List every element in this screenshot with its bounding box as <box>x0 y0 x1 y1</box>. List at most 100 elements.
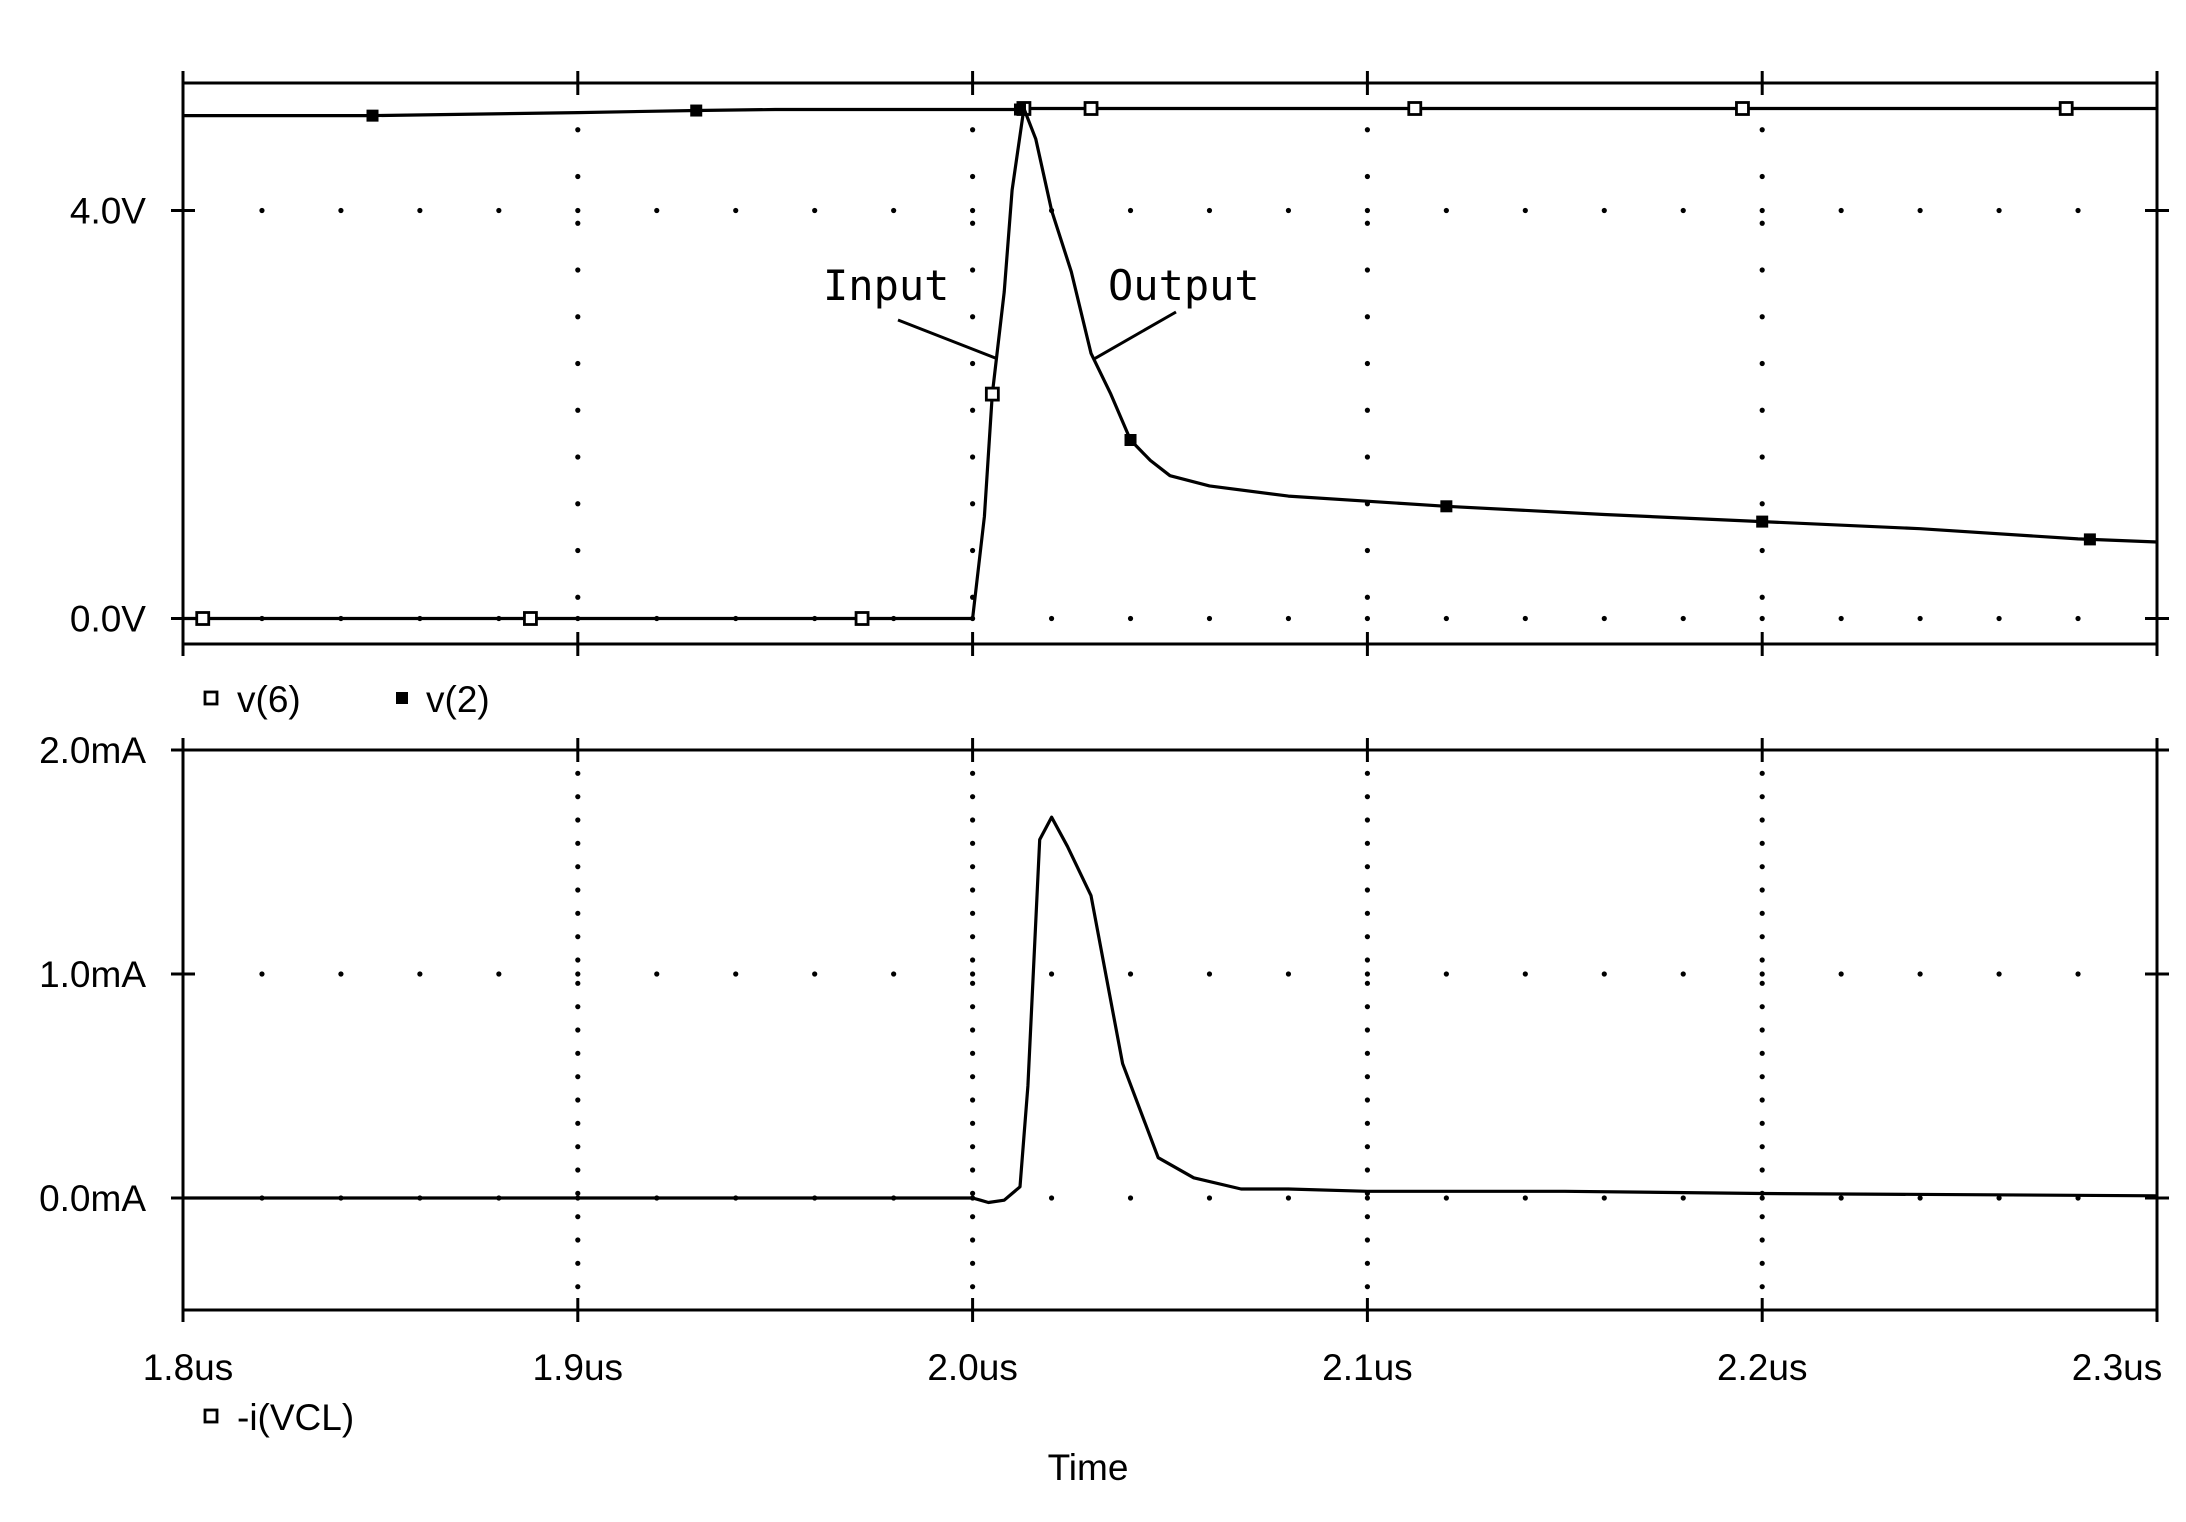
bottom-grid-dot <box>970 1190 976 1196</box>
bottom-grid-dot <box>575 794 581 800</box>
bottom-grid-dot <box>970 1004 976 1010</box>
bottom-grid-dot <box>575 1167 581 1173</box>
top-grid-dot <box>575 407 581 413</box>
top-grid-dot <box>1759 220 1765 226</box>
bottom-plot-y-tick-labels: 0.0mA 1.0mA 2.0mA <box>39 730 146 1219</box>
top-grid-dot <box>1127 207 1134 214</box>
bottom-grid-dot <box>970 971 976 977</box>
top-plot: 0.0V 4.0V Input Output <box>70 71 2169 656</box>
bottom-grid-dot <box>1285 1195 1292 1201</box>
bottom-grid-dot <box>970 1237 976 1243</box>
bottom-grid-dot <box>575 1027 581 1033</box>
bottom-grid-dot <box>970 1074 976 1080</box>
top-grid-dot <box>1285 615 1292 622</box>
bottom-grid-dot <box>1364 1074 1370 1080</box>
top-plot-series <box>183 101 2158 626</box>
top-grid-dot <box>970 454 976 460</box>
bottom-y-tick-label: 0.0mA <box>39 1178 146 1219</box>
bottom-grid-dot <box>1364 817 1370 823</box>
bottom-plot-series <box>183 815 2158 1205</box>
bottom-grid-dot <box>1048 1195 1055 1201</box>
bottom-grid-dot <box>1759 934 1765 940</box>
top-grid-dot <box>1759 127 1765 133</box>
bottom-grid-dot <box>812 971 818 977</box>
bottom-grid-dot <box>1917 971 1923 977</box>
bottom-grid-dot <box>1364 1144 1370 1150</box>
top-grid-dot <box>970 267 976 273</box>
top-grid-dot <box>1759 501 1765 507</box>
top-grid-dot <box>1917 207 1923 214</box>
bottom-grid-dot <box>575 864 581 870</box>
bottom-grid-dot <box>1917 1195 1923 1201</box>
bottom-grid-dot <box>1759 840 1765 846</box>
bottom-grid-dot <box>970 864 976 870</box>
bottom-grid-dot <box>1364 1167 1370 1173</box>
bottom-grid-dot <box>970 957 976 963</box>
bottom-grid-dot <box>1759 794 1765 800</box>
bottom-grid-dot <box>259 971 265 977</box>
top-grid-dot <box>1680 615 1686 622</box>
bottom-grid-dot <box>1048 971 1055 977</box>
top-grid-dot <box>575 220 581 226</box>
top-grid-dot <box>1759 314 1765 320</box>
bottom-grid-dot <box>575 971 581 977</box>
bottom-grid-dot <box>970 1167 976 1173</box>
bottom-grid-dot <box>1759 1284 1765 1290</box>
bottom-grid-dot <box>575 840 581 846</box>
top-plot-legend: v(6) v(2) <box>203 679 490 720</box>
top-grid-dot <box>1364 360 1370 367</box>
bottom-grid-dot <box>1759 980 1765 986</box>
top-grid-dot <box>575 207 581 214</box>
top-plot-grid <box>259 127 2081 622</box>
bottom-grid-dot <box>1364 1120 1370 1126</box>
bottom-grid-dot <box>970 1027 976 1033</box>
bottom-plot-legend: -i(VCL) <box>203 1397 354 1438</box>
bottom-grid-dot <box>970 1284 976 1290</box>
bottom-grid-dot <box>1680 971 1686 977</box>
top-plot-border <box>181 81 2159 646</box>
top-series-1-marker <box>854 611 870 626</box>
top-grid-dot <box>1048 615 1055 622</box>
top-grid-dot <box>1443 207 1449 214</box>
top-grid-dot <box>970 547 976 554</box>
bottom-grid-dot <box>496 971 502 977</box>
bottom-grid-dot <box>1759 971 1765 977</box>
bottom-grid-dot <box>1127 1195 1134 1201</box>
bottom-plot-grid <box>259 770 2081 1290</box>
top-series-2-marker <box>1440 500 1453 513</box>
top-plot-y-tick-labels: 0.0V 4.0V <box>70 191 146 640</box>
top-grid-dot <box>1127 615 1134 622</box>
top-grid-dot <box>970 314 976 320</box>
bottom-grid-dot <box>1364 1284 1370 1290</box>
top-grid-dot <box>1285 207 1292 214</box>
x-tick-labels: 1.8us 1.9us 2.0us 2.1us 2.2us 2.3us <box>143 1347 2163 1388</box>
top-grid-dot <box>1759 407 1765 413</box>
bottom-grid-dot <box>1996 1195 2002 1201</box>
top-grid-dot <box>1364 615 1370 622</box>
top-grid-dot <box>1364 220 1370 226</box>
top-grid-dot <box>970 127 976 133</box>
bottom-grid-dot <box>2075 971 2081 977</box>
bottom-grid-dot <box>1601 971 1607 977</box>
bottom-grid-dot <box>1364 1214 1370 1220</box>
bottom-y-tick-label: 2.0mA <box>39 730 146 771</box>
top-grid-dot <box>1443 615 1449 622</box>
bottom-grid-dot <box>1759 1260 1765 1266</box>
top-grid-dot <box>1759 360 1765 367</box>
top-grid-dot <box>1601 615 1607 622</box>
top-plot-annotations: Input Output <box>823 261 1260 360</box>
top-grid-dot <box>575 173 581 180</box>
legend-marker-v6 <box>203 690 219 706</box>
bottom-grid-dot <box>575 1284 581 1290</box>
bottom-grid-dot <box>970 817 976 823</box>
bottom-grid-dot <box>1364 980 1370 986</box>
bottom-grid-dot <box>1364 840 1370 846</box>
annotation-output-leader <box>1094 310 1177 360</box>
bottom-grid-dot <box>1759 1050 1765 1056</box>
top-grid-dot <box>2075 615 2081 622</box>
bottom-grid-dot <box>970 910 976 916</box>
bottom-grid-dot <box>1364 864 1370 870</box>
bottom-grid-dot <box>1522 1195 1528 1201</box>
bottom-grid-dot <box>970 980 976 986</box>
